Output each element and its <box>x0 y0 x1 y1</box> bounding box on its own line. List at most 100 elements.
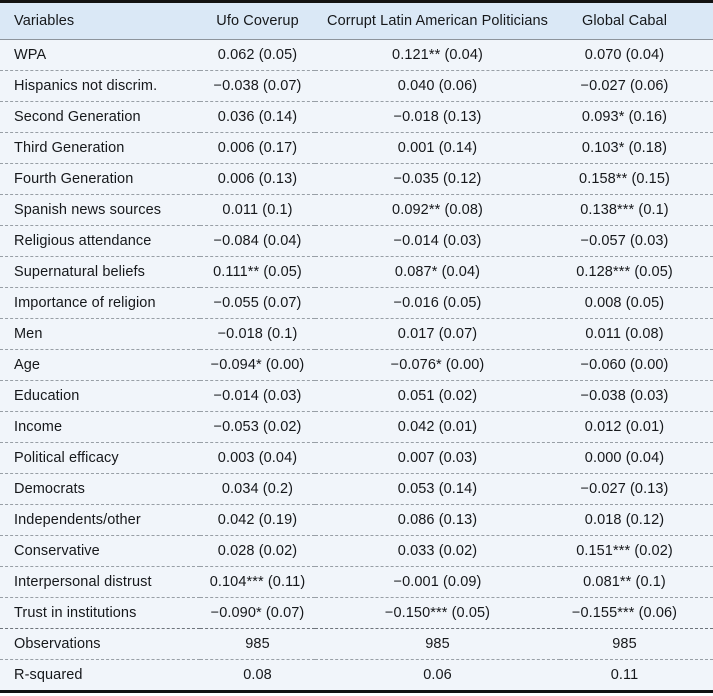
table-row: Political efficacy 0.003 (0.04) 0.007 (0.0… <box>0 442 713 474</box>
column-header-global-cabal: Global Cabal <box>560 1 713 40</box>
cell-value: −0.155*** (0.06) <box>560 597 713 629</box>
table-row: Democrats 0.034 (0.2) 0.053 (0.14) −0.027 (… <box>0 473 713 505</box>
cell-value: 0.007 (0.03) <box>315 442 560 474</box>
row-label: Interpersonal distrust <box>0 566 200 598</box>
cell-value: −0.038 (0.03) <box>560 380 713 412</box>
table-row: R-squared 0.08 0.06 0.11 <box>0 659 713 692</box>
cell-value: −0.084 (0.04) <box>200 225 315 257</box>
row-label: Third Generation <box>0 132 200 164</box>
cell-value: 0.033 (0.02) <box>315 535 560 567</box>
table-row: Importance of religion −0.055 (0.07) −0.01… <box>0 287 713 319</box>
cell-value: 0.008 (0.05) <box>560 287 713 319</box>
cell-value: −0.055 (0.07) <box>200 287 315 319</box>
row-label: Conservative <box>0 535 200 567</box>
cell-value: −0.018 (0.13) <box>315 101 560 133</box>
row-label: R-squared <box>0 659 200 692</box>
cell-value: 0.042 (0.19) <box>200 504 315 536</box>
table-row: Men −0.018 (0.1) 0.017 (0.07) 0.011 (0.08) <box>0 318 713 350</box>
column-header-ufo-coverup: Ufo Coverup <box>200 1 315 40</box>
row-label: Education <box>0 380 200 412</box>
cell-value: −0.150*** (0.05) <box>315 597 560 629</box>
cell-value: −0.027 (0.06) <box>560 70 713 102</box>
cell-value: 0.000 (0.04) <box>560 442 713 474</box>
cell-value: 0.028 (0.02) <box>200 535 315 567</box>
table-row: Conservative 0.028 (0.02) 0.033 (0.02) 0.15… <box>0 535 713 567</box>
cell-value: 0.051 (0.02) <box>315 380 560 412</box>
cell-value: 0.086 (0.13) <box>315 504 560 536</box>
cell-value: 0.092** (0.08) <box>315 194 560 226</box>
column-header-variables: Variables <box>0 1 200 40</box>
table-row: Trust in institutions −0.090* (0.07) −0.15… <box>0 597 713 629</box>
cell-value: −0.001 (0.09) <box>315 566 560 598</box>
cell-value: 0.128*** (0.05) <box>560 256 713 288</box>
table-row: Third Generation 0.006 (0.17) 0.001 (0.14)… <box>0 132 713 164</box>
cell-value: 0.093* (0.16) <box>560 101 713 133</box>
cell-value: 0.006 (0.13) <box>200 163 315 195</box>
column-header-corrupt-latin-american-politicians: Corrupt Latin American Politicians <box>315 1 560 40</box>
row-label: Observations <box>0 628 200 660</box>
table-body: WPA 0.062 (0.05) 0.121** (0.04) 0.070 (0.04… <box>0 40 713 692</box>
cell-value: −0.060 (0.00) <box>560 349 713 381</box>
cell-value: 0.151*** (0.02) <box>560 535 713 567</box>
table-row: Hispanics not discrim. −0.038 (0.07) 0.040… <box>0 70 713 102</box>
cell-value: 985 <box>560 628 713 660</box>
table-row: Income −0.053 (0.02) 0.042 (0.01) 0.012 (0.… <box>0 411 713 443</box>
cell-value: 0.103* (0.18) <box>560 132 713 164</box>
cell-value: 0.070 (0.04) <box>584 47 665 63</box>
row-label: Second Generation <box>0 101 200 133</box>
row-label: Hispanics not discrim. <box>0 70 200 102</box>
row-label: Men <box>0 318 200 350</box>
cell-value: −0.038 (0.07) <box>200 70 315 102</box>
cell-value: 0.158** (0.15) <box>560 163 713 195</box>
cell-value: −0.014 (0.03) <box>200 380 315 412</box>
cell-value: 0.08 <box>200 659 315 692</box>
table-row: WPA 0.062 (0.05) 0.121** (0.04) 0.070 (0.04… <box>0 40 713 71</box>
row-label: Trust in institutions <box>0 597 200 629</box>
cell-value: 0.087* (0.04) <box>315 256 560 288</box>
cell-value: 0.040 (0.06) <box>315 70 560 102</box>
table-row: Education −0.014 (0.03) 0.051 (0.02) −0.038… <box>0 380 713 412</box>
cell-value: 0.012 (0.01) <box>560 411 713 443</box>
cell-value: 0.011 (0.08) <box>560 318 713 350</box>
cell-value: 0.081** (0.1) <box>560 566 713 598</box>
row-label: Political efficacy <box>0 442 200 474</box>
row-label: Supernatural beliefs <box>0 256 200 288</box>
row-label: Religious attendance <box>0 225 200 257</box>
cell-value: −0.094* (0.00) <box>200 349 315 381</box>
table-row: Observations 985 985 985 <box>0 628 713 660</box>
cell-value: −0.090* (0.07) <box>200 597 315 629</box>
cell-value: 0.104*** (0.11) <box>200 566 315 598</box>
cell-value: 0.034 (0.2) <box>200 473 315 505</box>
cell-value: 0.017 (0.07) <box>315 318 560 350</box>
cell-value: 0.036 (0.14) <box>200 101 315 133</box>
cell-value: 0.011 (0.1) <box>200 194 315 226</box>
row-label: Age <box>0 349 200 381</box>
table-row: Supernatural beliefs 0.111** (0.05) 0.087*… <box>0 256 713 288</box>
table-row: Interpersonal distrust 0.104*** (0.11) −0.… <box>0 566 713 598</box>
cell-value: 0.042 (0.01) <box>315 411 560 443</box>
cell-value: 0.121** (0.04) <box>392 47 483 63</box>
cell-value: −0.076* (0.00) <box>315 349 560 381</box>
cell-value: −0.057 (0.03) <box>560 225 713 257</box>
table-row: Age −0.094* (0.00) −0.076* (0.00) −0.060 (0… <box>0 349 713 381</box>
cell-value: −0.035 (0.12) <box>315 163 560 195</box>
row-label: Independents/other <box>0 504 200 536</box>
row-label: WPA <box>14 47 47 63</box>
cell-value: 0.006 (0.17) <box>200 132 315 164</box>
cell-value: 0.018 (0.12) <box>560 504 713 536</box>
cell-value: 0.111** (0.05) <box>200 256 315 288</box>
cell-value: 0.138*** (0.1) <box>560 194 713 226</box>
row-label: Fourth Generation <box>0 163 200 195</box>
cell-value: 0.11 <box>560 659 713 692</box>
table-row: Second Generation 0.036 (0.14) −0.018 (0.1… <box>0 101 713 133</box>
table-row: Fourth Generation 0.006 (0.13) −0.035 (0.1… <box>0 163 713 195</box>
table-row: Spanish news sources 0.011 (0.1) 0.092** (… <box>0 194 713 226</box>
cell-value: 0.003 (0.04) <box>200 442 315 474</box>
row-label: Spanish news sources <box>0 194 200 226</box>
row-label: Democrats <box>0 473 200 505</box>
cell-value: 985 <box>315 628 560 660</box>
cell-value: 985 <box>200 628 315 660</box>
row-label: Income <box>0 411 200 443</box>
